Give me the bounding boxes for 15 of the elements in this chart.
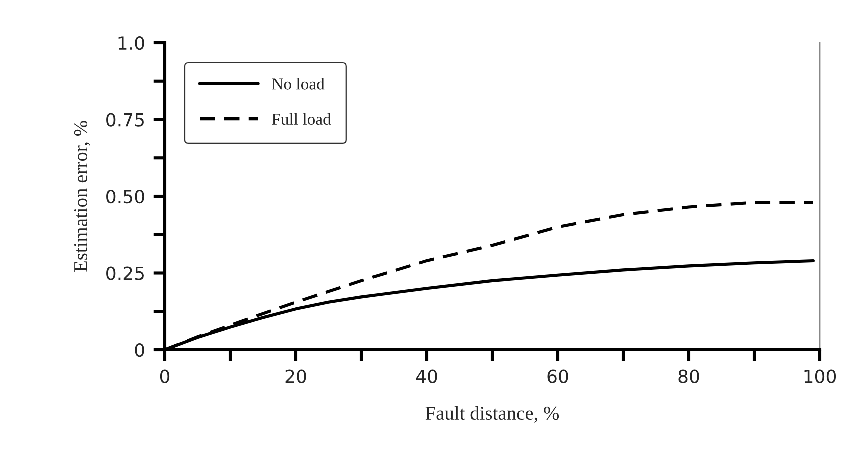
x-tick-label: 0	[160, 370, 170, 384]
y-tick-label: 0.25	[106, 266, 144, 280]
y-tick-label: 1.0	[118, 36, 144, 50]
x-tick-label: 40	[416, 370, 438, 384]
legend-label: Full load	[272, 113, 332, 126]
y-tick-label: 0	[135, 343, 144, 358]
x-axis-title: Fault distance, %	[426, 406, 560, 423]
x-tick-label: 20	[286, 370, 306, 384]
x-tick-label: 80	[678, 370, 700, 384]
legend-label: No load	[272, 78, 325, 90]
y-tick-label: 0.75	[106, 113, 144, 127]
x-tick-label: 100	[804, 370, 836, 384]
y-axis-title: Estimation error, %	[74, 121, 90, 272]
x-tick-label: 60	[548, 370, 568, 384]
y-tick-label: 0.50	[106, 190, 144, 204]
